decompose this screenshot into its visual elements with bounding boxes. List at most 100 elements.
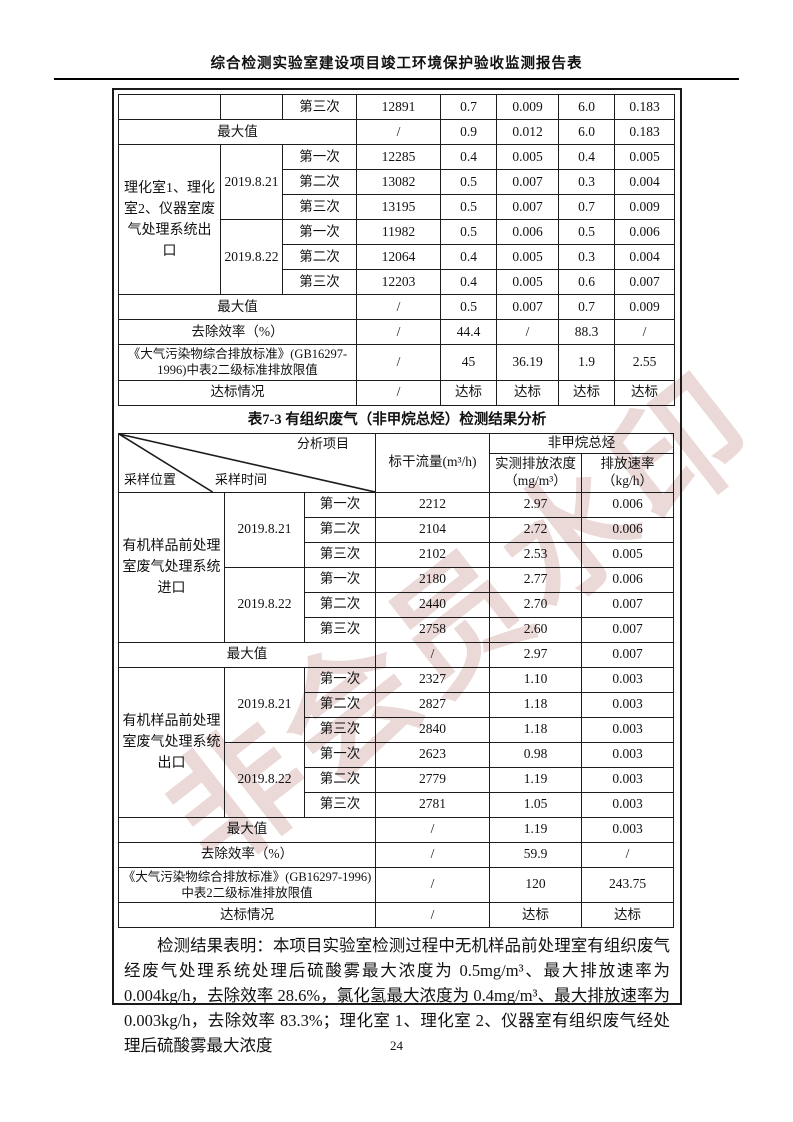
data-cell: /	[581, 841, 674, 868]
data-cell: 2781	[375, 791, 490, 818]
data-cell: 59.9	[489, 841, 582, 868]
corner-label-sampling-time: 采样时间	[215, 472, 268, 488]
data-cell: 0.004	[614, 244, 675, 270]
data-cell: 0.9	[440, 119, 497, 145]
table-row: 第二次 12064 0.4 0.005 0.3 0.004	[119, 244, 675, 270]
table-row: 第二次 2779 1.19 0.003	[119, 766, 674, 793]
data-cell: /	[356, 294, 441, 320]
data-cell: 2.97	[489, 491, 582, 518]
location-cell: 有机样品前处理室废气处理系统进口	[118, 491, 225, 643]
data-cell: 0.4	[440, 144, 497, 170]
data-cell: 2212	[375, 491, 490, 518]
data-cell: 0.007	[581, 641, 674, 668]
data-cell: /	[356, 344, 441, 381]
data-cell: /	[496, 319, 559, 345]
data-cell: 0.005	[496, 244, 559, 270]
data-cell: 0.005	[496, 144, 559, 170]
table-row: 达标情况 / 达标 达标 达标 达标	[118, 379, 675, 406]
table-row: 2019.8.22 第一次 2623 0.98 0.003	[119, 741, 674, 818]
empty-cell	[118, 94, 221, 120]
table-row: 最大值 / 0.5 0.007 0.7 0.009	[118, 294, 675, 320]
data-cell: /	[356, 319, 441, 345]
table-row: 有机样品前处理室废气处理系统出口 2019.8.21 第一次 2327 1.10…	[118, 666, 674, 818]
table-row: 理化室1、理化室2、仪器室废气处理系统出口 2019.8.21 第一次 1228…	[118, 144, 675, 295]
data-cell: 达标	[558, 379, 615, 406]
trial-cell: 第一次	[282, 219, 357, 245]
data-cell: 0.003	[581, 816, 674, 843]
data-cell: 12203	[356, 269, 441, 295]
table-7-3: 分析项目 采样时间 采样位置 标干流量(m³/h) 非甲烷总烃 实测排放浓度（m…	[118, 432, 674, 928]
data-cell: 达标	[496, 379, 559, 406]
date-cell: 2019.8.21	[224, 666, 305, 743]
table-row: 最大值 / 2.97 0.007	[118, 641, 674, 668]
removal-label-cell: 去除效率（%）	[118, 841, 376, 868]
empty-cell	[220, 94, 283, 120]
data-cell: 0.5	[558, 219, 615, 245]
table-row: 第二次 2827 1.18 0.003	[119, 691, 674, 718]
trial-cell: 第一次	[304, 566, 376, 593]
diagonal-header-cell: 分析项目 采样时间 采样位置	[118, 432, 376, 493]
max-label-cell: 最大值	[118, 816, 376, 843]
data-cell: 0.5	[440, 219, 497, 245]
data-cell: 达标	[489, 902, 582, 928]
data-cell: 0.3	[558, 169, 615, 195]
trial-cell: 第三次	[282, 269, 357, 295]
table-row: 《大气污染物综合排放标准》(GB16297-1996)中表2二级标准排放限值 /…	[118, 344, 675, 381]
data-cell: 2.53	[489, 541, 582, 568]
data-cell: 0.003	[581, 741, 674, 768]
diagonal-divider-icon	[119, 434, 375, 491]
data-cell: /	[375, 902, 490, 928]
data-cell: 0.006	[581, 516, 674, 543]
data-cell: /	[375, 841, 490, 868]
data-cell: 0.4	[440, 244, 497, 270]
table-row: 第三次 12203 0.4 0.005 0.6 0.007	[119, 269, 675, 295]
data-cell: 0.005	[496, 269, 559, 295]
data-cell: 0.98	[489, 741, 582, 768]
table-row: 去除效率（%） / 59.9 /	[118, 841, 674, 868]
data-cell: 2.72	[489, 516, 582, 543]
data-cell: 2758	[375, 616, 490, 643]
data-cell: 2.97	[489, 641, 582, 668]
trial-cell: 第二次	[282, 169, 357, 195]
data-cell: 1.19	[489, 766, 582, 793]
table-row: 2019.8.22 第一次 2180 2.77 0.006	[119, 566, 674, 643]
table-header-row: 分析项目 采样时间 采样位置 标干流量(m³/h) 非甲烷总烃	[118, 432, 674, 493]
data-cell: 2840	[375, 716, 490, 743]
data-cell: 0.5	[440, 294, 497, 320]
data-cell: /	[356, 379, 441, 406]
data-cell: 0.012	[496, 119, 559, 145]
data-cell: 达标	[614, 379, 675, 406]
data-cell: 2104	[375, 516, 490, 543]
table-row: 2019.8.22 第一次 11982 0.5 0.006 0.5 0.006	[119, 219, 675, 295]
data-cell: 2327	[375, 666, 490, 693]
data-cell: 1.05	[489, 791, 582, 818]
doc-header-title: 综合检测实验室建设项目竣工环境保护验收监测报告表	[54, 52, 739, 80]
trial-cell: 第三次	[304, 716, 376, 743]
max-label-cell: 最大值	[118, 641, 376, 668]
data-cell: 0.007	[496, 194, 559, 220]
table-row: 第三次 2781 1.05 0.003	[119, 791, 674, 818]
table-continuation: 第三次 12891 0.7 0.009 6.0 0.183 最大值 / 0.9 …	[118, 94, 675, 406]
standard-label-cell: 《大气污染物综合排放标准》(GB16297-1996)中表2二级标准排放限值	[118, 866, 376, 903]
data-cell: 0.006	[581, 566, 674, 593]
data-cell: 12891	[356, 94, 441, 120]
compliance-label-cell: 达标情况	[118, 379, 357, 406]
data-cell: 达标	[440, 379, 497, 406]
data-cell: 0.5	[440, 169, 497, 195]
data-cell: 0.7	[558, 194, 615, 220]
data-cell: 45	[440, 344, 497, 381]
table-row: 达标情况 / 达标 达标	[118, 902, 674, 928]
location-cell: 理化室1、理化室2、仪器室废气处理系统出口	[118, 144, 221, 295]
table-header-row: 实测排放浓度（mg/m³） 排放速率（kg/h）	[119, 453, 674, 493]
data-cell: 2.77	[489, 566, 582, 593]
data-cell: 0.006	[581, 491, 674, 518]
data-cell: 11982	[356, 219, 441, 245]
data-cell: 0.183	[614, 94, 675, 120]
date-cell: 2019.8.22	[224, 741, 305, 818]
data-cell: 120	[489, 866, 582, 903]
table-row: 第二次 2440 2.70 0.007	[119, 591, 674, 618]
data-cell: 6.0	[558, 119, 615, 145]
group-header-cell: 非甲烷总烃	[489, 432, 674, 455]
data-cell: 0.009	[614, 194, 675, 220]
